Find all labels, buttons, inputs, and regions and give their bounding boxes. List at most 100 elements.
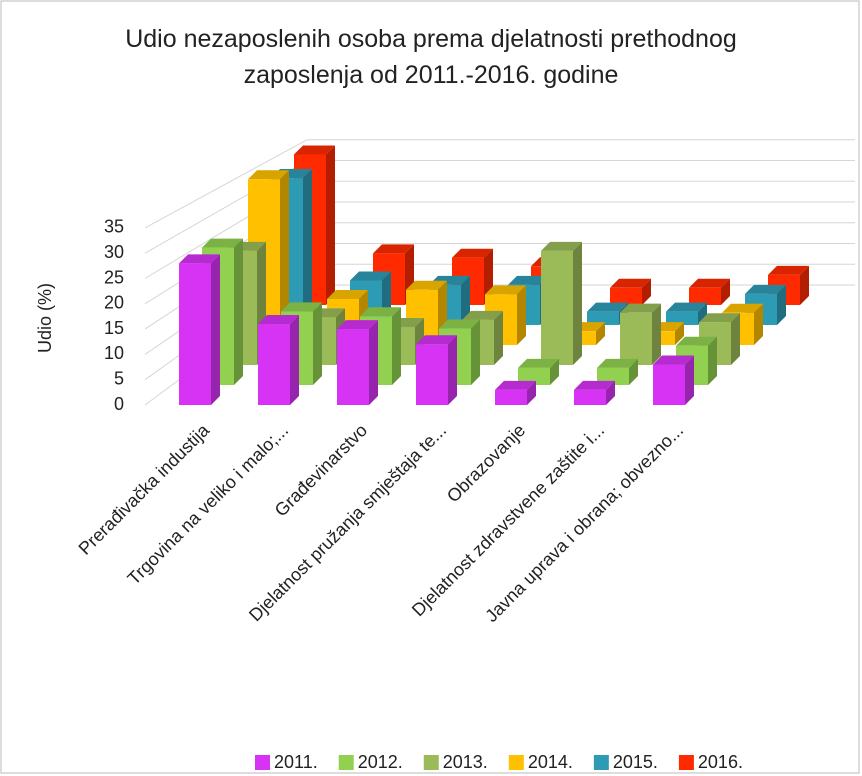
bar <box>518 358 559 385</box>
bar-top <box>281 302 322 312</box>
bar-side <box>280 170 289 345</box>
bar-side <box>392 307 401 385</box>
chart-title: Udio nezaposlenih osoba prema djelatnost… <box>125 25 737 89</box>
bar-top <box>452 248 493 258</box>
bar-top <box>676 336 717 346</box>
bar-side <box>461 275 470 325</box>
bar-side <box>494 310 503 365</box>
legend-swatch <box>593 755 609 770</box>
bar-side <box>642 278 651 305</box>
bar-top <box>574 380 615 390</box>
bar <box>666 302 707 325</box>
bar-side <box>721 278 730 305</box>
legend-swatch <box>678 755 694 770</box>
bar-top <box>294 145 335 155</box>
bar-side <box>517 285 526 345</box>
bar <box>574 380 615 405</box>
bar-front <box>258 324 290 405</box>
bar-top <box>597 358 638 368</box>
bar-top <box>508 275 549 285</box>
bar-side <box>211 254 220 405</box>
y-tick-label: 35 <box>104 217 124 237</box>
bar-front <box>587 311 619 325</box>
bar-side <box>234 238 243 385</box>
bar-front <box>620 312 652 365</box>
chart-title-text: Udio nezaposlenih osoba prema djelatnost… <box>125 25 737 89</box>
bar-top <box>699 313 740 323</box>
bar-side <box>754 303 763 345</box>
bar-top <box>258 315 299 325</box>
bar-top <box>518 358 559 368</box>
bar-front <box>518 367 550 385</box>
bar <box>541 241 582 365</box>
bar-top <box>248 170 289 180</box>
bar-front <box>337 329 369 405</box>
bar-top <box>587 302 628 312</box>
bar-top <box>406 280 447 290</box>
legend-label: 2011. <box>274 752 318 772</box>
bar-top <box>610 278 651 288</box>
bar-top <box>620 303 661 313</box>
bar-side <box>290 315 299 405</box>
legend-label: 2012. <box>358 752 403 772</box>
bar-side <box>369 320 378 405</box>
bar-front <box>610 287 642 305</box>
bar-side <box>800 265 809 305</box>
bar-side <box>471 319 480 385</box>
bar-side <box>777 284 786 325</box>
bar <box>610 278 651 305</box>
bar-side <box>448 335 457 405</box>
y-tick-label: 20 <box>104 293 124 313</box>
y-tick-label: 25 <box>104 267 124 287</box>
grid-line <box>144 139 308 229</box>
bar-top <box>722 303 763 313</box>
bar-front <box>179 263 211 405</box>
bar-side <box>313 302 322 385</box>
legend-label: 2015. <box>613 752 658 772</box>
bar-top <box>541 241 582 251</box>
bar-side <box>652 303 661 365</box>
bar-side <box>698 302 707 325</box>
bar-top <box>653 355 694 365</box>
bar-top <box>439 319 480 329</box>
bar-front <box>597 367 629 385</box>
bar-top <box>202 238 243 248</box>
y-tick-label: 5 <box>114 368 124 388</box>
bar-side <box>573 241 582 365</box>
bar <box>620 303 661 365</box>
bar <box>416 335 457 405</box>
bar-front <box>541 250 573 365</box>
bar-side <box>675 322 684 345</box>
legend-swatch <box>423 755 439 770</box>
bar-front <box>574 389 606 405</box>
bar-side <box>303 169 312 325</box>
bar <box>179 254 220 405</box>
y-tick-label: 30 <box>104 242 124 262</box>
bar-top <box>373 244 414 254</box>
bar-top <box>495 380 536 390</box>
y-axis-label: Udio (%) <box>35 283 55 353</box>
bar-top <box>485 285 526 295</box>
bar-side <box>550 358 559 385</box>
bar-top <box>689 278 730 288</box>
bar <box>689 278 730 305</box>
bar <box>495 380 536 405</box>
bar-side <box>527 380 536 405</box>
bar-top <box>179 254 220 264</box>
y-tick-label: 0 <box>114 394 124 414</box>
bar-side <box>606 380 615 405</box>
bar-front <box>666 311 698 325</box>
bar-side <box>708 336 717 385</box>
bar-top <box>768 265 809 275</box>
y-tick-label: 15 <box>104 318 124 338</box>
bar-front <box>416 344 448 405</box>
legend-label: 2014. <box>528 752 573 772</box>
bar-front <box>689 287 721 305</box>
bar-top <box>360 307 401 317</box>
bar <box>258 315 299 405</box>
bar-top <box>745 284 786 294</box>
bar-top <box>462 310 503 320</box>
bar-front <box>653 364 685 405</box>
bar-top <box>666 302 707 312</box>
